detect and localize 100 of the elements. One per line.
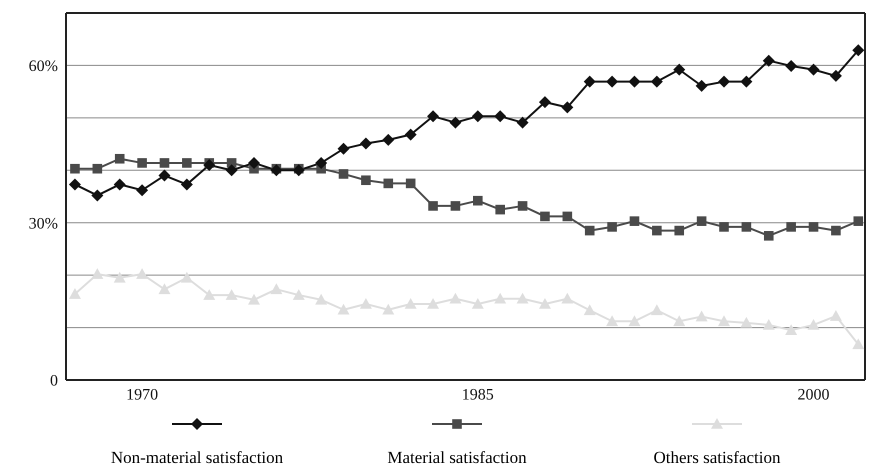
point [449,116,462,129]
point [652,226,662,236]
point [473,196,483,206]
point [830,310,842,321]
point [630,216,640,226]
point [158,283,170,294]
point [114,272,126,283]
point [540,212,550,222]
point [718,76,730,88]
point [762,54,775,67]
point [719,222,729,232]
point [137,158,147,168]
point [136,184,148,196]
point [674,226,684,236]
point [270,164,282,176]
point [628,315,640,326]
point [427,298,440,309]
point [383,178,394,188]
legend-label: Non-material satisfaction [110,448,284,468]
point [338,304,350,315]
y-tick-label: 30% [28,215,58,232]
point [494,110,506,122]
point [472,298,484,309]
point [852,44,864,56]
point [180,272,193,283]
point [696,80,708,92]
point [404,298,417,309]
point [68,288,81,299]
point [786,222,796,232]
point [270,283,282,294]
x-tick-label: 2000 [798,386,830,404]
point [449,292,462,304]
point [650,304,663,316]
point [203,159,216,172]
point [516,292,529,304]
point [136,268,148,279]
point [180,178,193,190]
point [808,222,818,232]
point [248,294,260,305]
legend-label: Material satisfaction [387,448,527,468]
point [248,156,260,169]
point [114,178,126,190]
point [650,76,663,88]
point [742,222,752,232]
point [68,178,81,190]
point [226,289,238,300]
point [606,76,618,88]
point [182,158,192,168]
point [338,169,348,179]
y-tick-label: 0 [50,372,58,390]
point [518,201,528,211]
point [361,175,371,186]
x-tick-label: 1985 [462,386,494,404]
point [360,298,372,309]
point [628,76,640,88]
point [114,154,125,164]
point [315,294,328,305]
point [584,76,596,88]
point [696,310,708,322]
point [91,189,104,202]
point [427,110,440,122]
point [404,128,417,141]
point [584,304,596,316]
point [853,216,864,226]
point [584,226,595,236]
point [808,318,820,330]
point [831,226,841,236]
y-tick-label: 60% [28,58,58,76]
point [472,110,484,122]
point [562,212,572,222]
point [785,60,798,72]
point [538,96,551,108]
point [538,298,551,309]
point [160,158,170,168]
point [762,318,775,330]
point [428,201,438,211]
point [740,316,752,328]
point [606,315,618,326]
point [70,164,80,174]
point [292,289,305,300]
point [495,204,505,214]
point [406,178,416,188]
point [607,222,617,232]
point [673,64,686,76]
point [203,289,216,300]
point [673,315,686,326]
point [561,292,574,304]
point [450,201,460,211]
point [852,338,864,350]
point [315,156,328,169]
point [338,142,350,155]
legend-label: Others satisfaction [654,448,780,468]
point [764,231,774,241]
point [808,64,820,76]
point [718,315,730,326]
point [226,164,238,176]
point [158,170,170,182]
point [382,304,394,315]
point [696,216,706,226]
point [292,164,305,176]
